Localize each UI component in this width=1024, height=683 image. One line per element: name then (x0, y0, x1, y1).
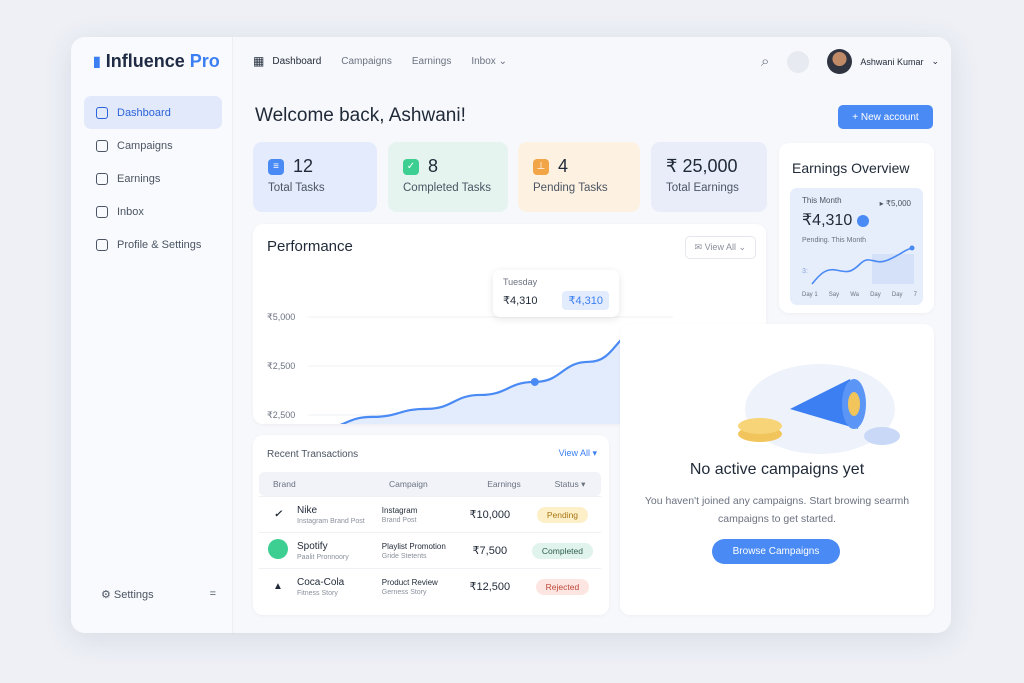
app-window: ▮ Influence Pro Dashboard Campaigns Earnings… (71, 37, 951, 633)
performance-title: Performance (267, 238, 353, 255)
check-icon: ✓ (403, 158, 419, 175)
stat-card-completed-tasks: ✓ 8 Completed Tasks (388, 142, 508, 212)
sidebar-item-inbox[interactable]: Inbox (84, 195, 222, 228)
grid-icon: ▦ (253, 54, 265, 68)
sidebar-item-dashboard[interactable]: Dashboard (84, 96, 222, 129)
settings-icon (96, 238, 108, 251)
empty-text: You haven't joined any campaigns. Start … (644, 495, 910, 525)
column-header[interactable]: Earnings (487, 479, 521, 489)
stat-card-pending-tasks: ⊥ 4 Pending Tasks (518, 142, 640, 212)
empty-campaigns-card: No active campaigns yet You haven't join… (620, 324, 934, 615)
status-badge: Completed (531, 542, 593, 559)
view-all-link[interactable]: View All ▾ (558, 448, 597, 458)
search-icon[interactable]: ⌕ (761, 53, 770, 70)
empty-title: No active campaigns yet (689, 461, 865, 478)
mini-x-label: Day (891, 292, 903, 298)
table-row[interactable]: Spotify Paalit Pronnoory Playlist Promotio… (259, 532, 601, 569)
sidebar-item-campaigns[interactable]: Campaigns (84, 129, 222, 162)
mail-icon (96, 205, 108, 218)
top-nav-campaigns[interactable]: Campaigns (341, 55, 392, 67)
performance-chart: ₹5,000₹2,500₹2,500Day 1Day 2Day 3Day 4Da… (267, 312, 673, 424)
view-all-dropdown[interactable]: ✉ View All ⌄ (684, 236, 756, 259)
recent-transactions-card: Recent Transactions View All ▾ Brand Camp… (253, 435, 609, 615)
browse-campaigns-button[interactable]: Browse Campaigns (712, 539, 840, 564)
menu-icon[interactable]: = (209, 588, 216, 600)
sidebar-settings[interactable]: ⚙ Settings = (101, 588, 216, 601)
avatar (827, 49, 853, 74)
stat-card-total-earnings: ₹ 25,000 Total Earnings (651, 142, 767, 212)
pending-icon: ⊥ (533, 158, 549, 175)
y-tick-label: ₹2,500 (267, 410, 295, 420)
brand-logo (267, 539, 289, 562)
sidebar-item-earnings[interactable]: Earnings (84, 162, 222, 195)
table-row[interactable]: ▲ Coca-Cola Fitness Story Product Review Ger… (259, 568, 601, 605)
wallet-icon (96, 172, 108, 185)
logo[interactable]: ▮ Influence Pro (93, 51, 220, 71)
brand-logo: ▲ (273, 581, 283, 593)
sidebar-item-profile[interactable]: Profile & Settings (84, 228, 222, 261)
column-header[interactable]: Status ▾ (554, 478, 586, 489)
mini-x-label: Day 1 (802, 292, 818, 298)
top-nav-earnings[interactable]: Earnings (411, 55, 452, 67)
mini-x-label: Day (870, 292, 881, 298)
table-row[interactable]: ✓ Nike Instagram Brand Post Instagram Brand … (259, 496, 601, 533)
sidebar-item-label: Inbox (117, 205, 144, 218)
sidebar-item-label: Dashboard (117, 106, 171, 119)
briefcase-icon (96, 139, 108, 152)
y-tick-label: ₹2,500 (267, 361, 295, 371)
new-account-button[interactable]: + New account (838, 105, 933, 129)
user-menu[interactable]: ⌕ Ashwani Kumar ⌄ (761, 49, 939, 74)
page-title: Welcome back, Ashwani! (255, 105, 466, 126)
sidebar-item-label: Profile & Settings (117, 238, 202, 251)
clipboard-icon: ≡ (268, 158, 284, 175)
column-header[interactable]: Campaign (389, 479, 428, 489)
status-badge: Pending (536, 506, 589, 523)
top-nav-dashboard[interactable]: ▦ Dashboard (253, 54, 322, 68)
area-fill (342, 329, 663, 424)
brand-logo: ✓ (273, 509, 283, 520)
sidebar-item-label: Earnings (117, 172, 161, 185)
mini-x-label: Wa (850, 292, 859, 298)
notification-icon[interactable] (787, 50, 810, 73)
megaphone-illustration (738, 364, 900, 454)
stat-card-total-tasks: ≡ 12 Total Tasks (253, 142, 377, 212)
sidebar: ▮ Influence Pro Dashboard Campaigns Earnings… (71, 37, 233, 633)
chart-tooltip: Tuesday ₹4,310 ₹4,310 (493, 270, 619, 317)
performance-line (339, 327, 644, 424)
sidebar-item-label: Campaigns (117, 139, 173, 152)
home-icon (96, 106, 108, 119)
mini-earnings-chart (811, 245, 915, 285)
column-header[interactable]: Brand (273, 479, 296, 489)
mini-x-label: Say (828, 292, 840, 298)
y-tick-label: ₹5,000 (267, 312, 295, 322)
mini-x-label: 7 (913, 292, 917, 298)
top-nav-inbox[interactable]: Inbox ⌄ (471, 55, 507, 67)
data-point[interactable] (530, 377, 539, 386)
earnings-overview-card: Earnings Overview This Month ▸ ₹5,000 ₹4… (779, 143, 934, 313)
status-badge: Rejected (535, 578, 590, 595)
top-nav: ▦ Dashboard Campaigns Earnings Inbox ⌄ (233, 37, 951, 85)
